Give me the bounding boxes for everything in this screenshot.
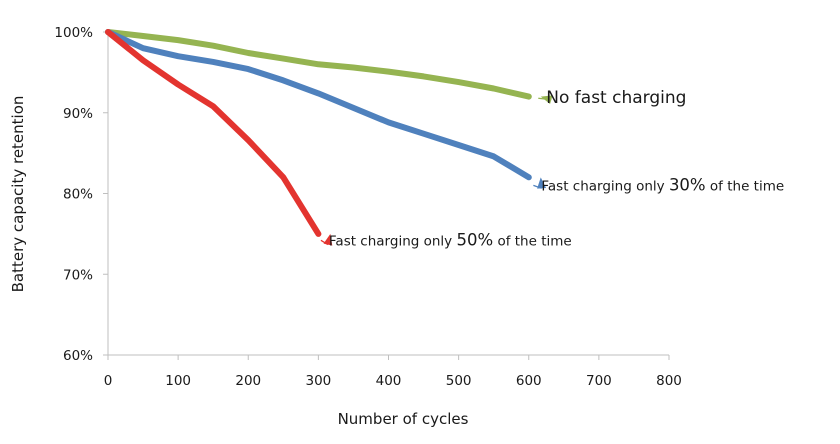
y-axis-title: Battery capacity retention [9,96,27,293]
x-tick-label: 800 [656,373,682,389]
y-tick-label: 100% [54,25,93,41]
x-tick-label: 600 [516,373,542,389]
x-tick-label: 500 [446,373,472,389]
ticks-layer: 0 100 200 300 400 500 600 700 800 60% 70% 80% 90% 100… [54,25,682,389]
series-layer [105,29,532,237]
annotation-arrowhead [323,233,333,246]
y-tick-label: 80% [63,187,93,203]
x-tick-label: 0 [104,373,113,389]
series-line-2 [105,29,532,181]
annotation-label: Fast charging only 30% of the time [541,175,784,194]
annotation-arrowhead [540,95,553,105]
y-tick-label: 70% [63,267,93,283]
annotations-layer: No fast charging Fast charging only 30% o… [320,88,784,249]
x-tick-label: 300 [305,373,331,389]
x-tick-label: 700 [586,373,612,389]
annotation-label: No fast charging [546,88,686,108]
x-tick-label: 100 [165,373,191,389]
series-line-1 [105,29,532,100]
x-tick-label: 400 [376,373,402,389]
x-axis-title: Number of cycles [338,410,469,428]
y-tick-label: 60% [63,348,93,364]
series-line-3 [105,29,322,237]
annotation-arrowhead [537,177,547,189]
y-tick-label: 90% [63,106,93,122]
annotation-label: Fast charging only 50% of the time [329,230,572,249]
x-tick-label: 200 [235,373,261,389]
